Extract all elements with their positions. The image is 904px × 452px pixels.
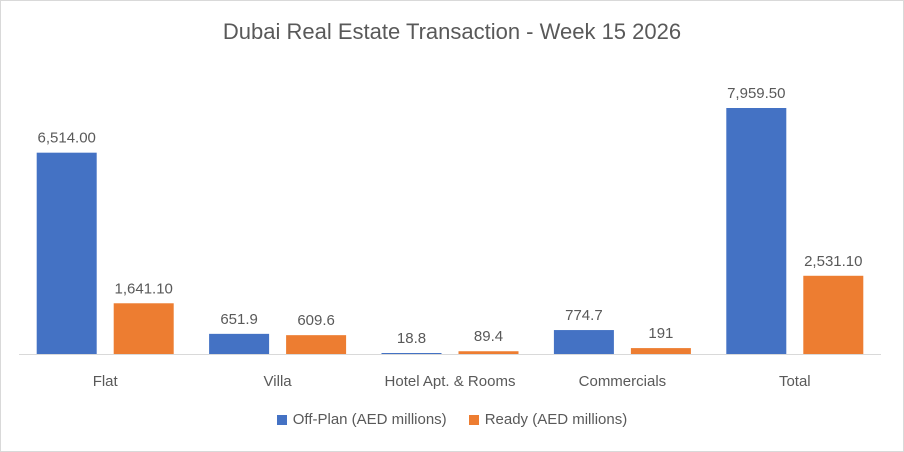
chart-title: Dubai Real Estate Transaction - Week 15 … xyxy=(222,19,682,44)
data-label-off-plan-1: 651.9 xyxy=(220,311,258,328)
legend-label-off-plan: Off-Plan (AED millions) xyxy=(292,411,447,428)
data-label-off-plan-4: 7,959.50 xyxy=(727,85,785,102)
bar-ready-3 xyxy=(630,348,691,354)
bar-ready-1 xyxy=(286,335,347,354)
data-label-ready-2: 89.4 xyxy=(474,328,503,345)
legend-item-off-plan: Off-Plan (AED millions) xyxy=(276,411,447,428)
data-label-ready-3: 191 xyxy=(648,325,673,342)
bar-ready-0 xyxy=(113,303,174,354)
bar-off-plan-3 xyxy=(553,330,614,354)
category-label-4: Total xyxy=(779,373,811,390)
data-label-off-plan-2: 18.8 xyxy=(397,330,426,347)
bar-off-plan-4 xyxy=(726,108,787,354)
bar-off-plan-0 xyxy=(36,152,97,354)
legend-label-ready: Ready (AED millions) xyxy=(484,411,628,428)
data-label-ready-0: 1,641.10 xyxy=(115,280,173,297)
chart-legend: Off-Plan (AED millions) Ready (AED milli… xyxy=(1,411,903,428)
category-label-0: Flat xyxy=(93,373,119,390)
data-label-ready-1: 609.6 xyxy=(297,312,335,329)
category-label-1: Villa xyxy=(264,373,293,390)
bar-ready-2 xyxy=(458,351,519,354)
category-label-3: Commercials xyxy=(579,373,667,390)
category-label-2: Hotel Apt. & Rooms xyxy=(385,373,516,390)
legend-swatch-off-plan xyxy=(276,414,287,425)
data-label-off-plan-0: 6,514.00 xyxy=(38,130,96,147)
bar-off-plan-2 xyxy=(381,353,442,354)
data-label-ready-4: 2,531.10 xyxy=(804,253,862,270)
legend-item-ready: Ready (AED millions) xyxy=(468,411,628,428)
bar-off-plan-1 xyxy=(209,333,270,354)
bar-ready-4 xyxy=(803,275,864,354)
legend-swatch-ready xyxy=(468,414,479,425)
data-label-off-plan-3: 774.7 xyxy=(565,307,603,324)
